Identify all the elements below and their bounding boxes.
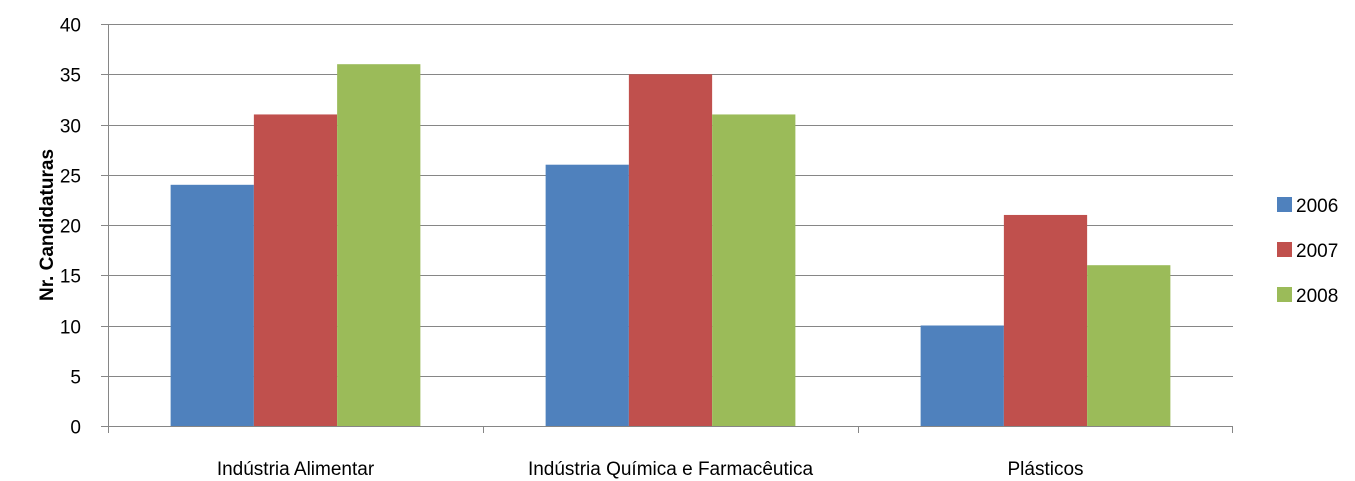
bars bbox=[170, 64, 1171, 426]
y-tick-label: 25 bbox=[60, 167, 81, 188]
legend-swatch-2008 bbox=[1277, 287, 1292, 302]
y-axis-title: Nr. Candidaturas bbox=[37, 149, 58, 301]
bar-2008-2 bbox=[1087, 265, 1171, 426]
x-category-labels: Indústria Alimentar Indústria Química e F… bbox=[217, 459, 1084, 480]
bar-2006-2 bbox=[920, 325, 1004, 426]
bar-2007-2 bbox=[1003, 214, 1088, 426]
x-category-label: Plásticos bbox=[1007, 459, 1083, 480]
y-tick-labels: 0 5 10 15 20 25 30 35 40 bbox=[60, 16, 81, 439]
y-tick-label: 0 bbox=[70, 418, 81, 439]
y-tick-label: 35 bbox=[60, 66, 81, 87]
x-category-label: Indústria Química e Farmacêutica bbox=[528, 459, 814, 480]
bar-2008-1 bbox=[712, 114, 796, 426]
legend: 2006 2007 2008 bbox=[1277, 196, 1338, 307]
bar-2007-0 bbox=[253, 114, 338, 426]
legend-swatch-2007 bbox=[1277, 242, 1292, 257]
bar-2007-1 bbox=[628, 74, 713, 426]
legend-swatch-2006 bbox=[1277, 197, 1292, 212]
y-tick-label: 5 bbox=[70, 368, 81, 389]
legend-label-2006: 2006 bbox=[1296, 196, 1338, 217]
legend-label-2008: 2008 bbox=[1296, 286, 1338, 307]
x-category-label: Indústria Alimentar bbox=[217, 459, 375, 480]
bar-2006-1 bbox=[545, 164, 629, 426]
y-tick-label: 40 bbox=[60, 16, 81, 37]
y-tick-label: 15 bbox=[60, 267, 81, 288]
bar-2008-0 bbox=[337, 64, 421, 426]
bar-2006-0 bbox=[170, 184, 254, 426]
y-tick-label: 10 bbox=[60, 318, 81, 339]
y-tick-label: 20 bbox=[60, 217, 81, 238]
y-tick-label: 30 bbox=[60, 117, 81, 138]
legend-label-2007: 2007 bbox=[1296, 241, 1338, 262]
axes bbox=[101, 24, 1233, 433]
